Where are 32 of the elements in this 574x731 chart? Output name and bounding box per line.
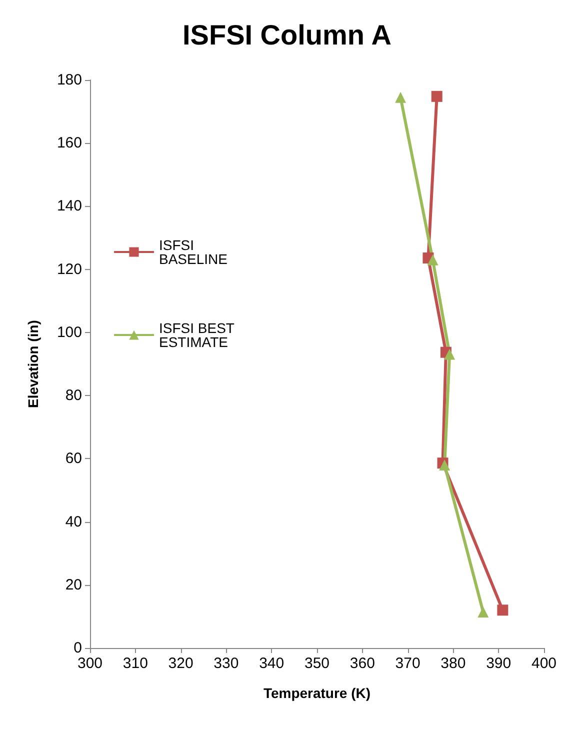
x-tick-label: 320: [168, 655, 194, 672]
point: [427, 254, 438, 266]
legend-label: ISFSI BEST ESTIMATE: [159, 320, 238, 350]
point: [478, 606, 489, 618]
y-tick-label: 140: [56, 198, 82, 215]
x-tick-label: 310: [122, 655, 148, 672]
y-tick-label: 160: [56, 134, 82, 152]
point: [497, 604, 508, 616]
y-axis-title: Elevation (in): [25, 320, 41, 408]
point: [395, 92, 406, 103]
y-tick-label: 100: [56, 324, 82, 341]
y-tick-label: 120: [56, 260, 82, 278]
point: [444, 348, 456, 360]
x-tick-label: 390: [486, 655, 512, 672]
chart-title: ISFSI Column A: [182, 20, 392, 50]
x-tick-label: 400: [531, 655, 557, 672]
y-tick-label: 80: [65, 387, 82, 404]
x-tick-label: 300: [77, 655, 103, 672]
y-tick-label: 0: [74, 640, 82, 656]
y-tick-label: 60: [65, 450, 82, 468]
y-tick-label: 20: [65, 576, 82, 594]
x-tick-label: 340: [259, 655, 284, 672]
point: [431, 90, 442, 102]
x-axis-title: Temperature (K): [263, 685, 371, 701]
x-tick-label: 370: [395, 655, 420, 672]
x-tick-label: 360: [350, 655, 375, 672]
y-tick-label: 40: [65, 513, 82, 530]
y-tick-label: 180: [56, 72, 82, 88]
x-tick-label: 380: [440, 655, 466, 672]
x-tick-label: 350: [304, 655, 330, 672]
x-tick-label: 330: [214, 655, 239, 672]
legend-label: ISFSI BASELINE: [159, 237, 228, 267]
